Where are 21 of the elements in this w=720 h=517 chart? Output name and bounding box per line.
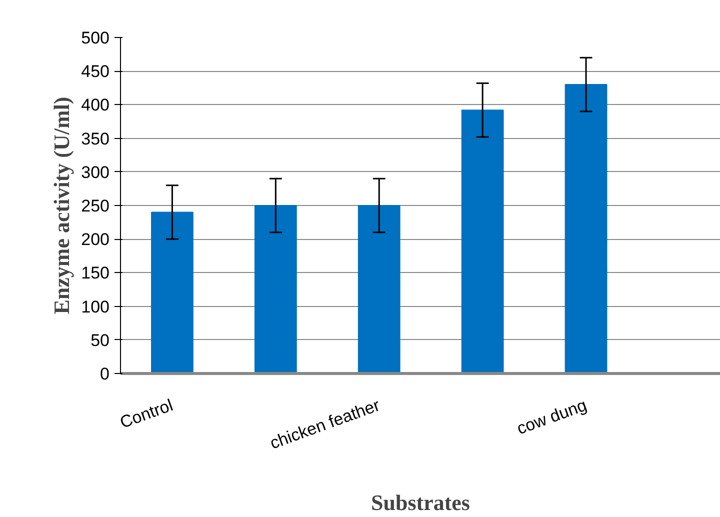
- y-tick-label: 450: [81, 62, 110, 82]
- y-axis-title: Enzyme activity (U/ml): [49, 96, 74, 314]
- y-tick-label: 0: [100, 364, 110, 384]
- x-tick-label: Control: [117, 396, 176, 432]
- y-tick-label: 500: [81, 28, 110, 48]
- y-tick-label: 100: [81, 297, 110, 316]
- bar: [151, 212, 194, 374]
- y-tick-label: 250: [81, 196, 110, 216]
- bar: [254, 205, 297, 374]
- y-tick-label: 300: [81, 162, 110, 182]
- y-tick-label: 50: [90, 330, 110, 350]
- y-tick-label: 350: [81, 129, 110, 148]
- x-tick-label: chicken feather: [268, 395, 383, 453]
- y-tick-label: 150: [81, 264, 110, 283]
- x-tick-label: cow dung: [514, 396, 590, 438]
- bar: [564, 84, 608, 374]
- bar: [358, 205, 400, 374]
- x-axis-title: Substrates: [370, 490, 470, 515]
- y-tick-label: 400: [81, 96, 110, 115]
- bar: [461, 110, 504, 374]
- y-tick-label: 200: [81, 230, 110, 250]
